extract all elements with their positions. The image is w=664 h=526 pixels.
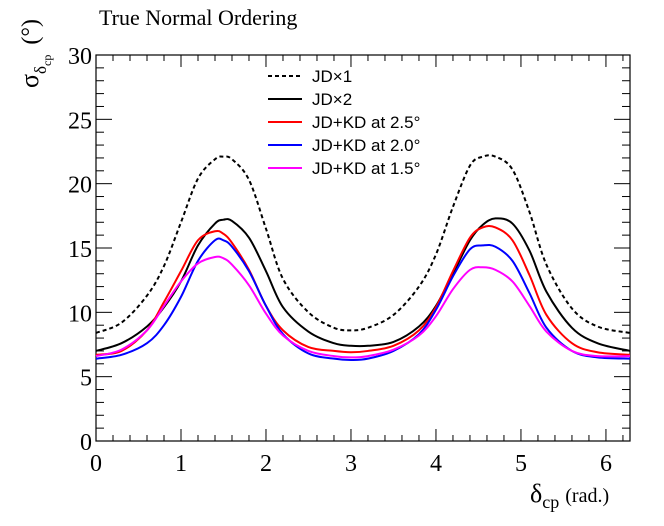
legend-label-1: JD×2	[312, 90, 352, 109]
x-axis-label-unit: (rad.)	[565, 485, 609, 507]
series-line-4	[95, 255, 631, 359]
y-tick-label: 10	[68, 301, 92, 327]
y-tick-label: 25	[68, 108, 92, 134]
x-tick-label: 5	[515, 451, 527, 477]
x-tick-label: 4	[430, 451, 442, 477]
chart-title: True Normal Ordering	[99, 5, 297, 30]
x-axis-label: δcp (rad.)	[530, 479, 609, 512]
x-tick-label: 2	[260, 451, 272, 477]
series-line-3	[95, 237, 631, 361]
x-axis-label-sub: cp	[542, 492, 559, 512]
x-tick-label: 1	[175, 451, 187, 477]
series-line-0	[95, 154, 631, 334]
y-tick-label: 5	[80, 366, 92, 392]
series-line-1	[95, 217, 631, 352]
y-axis-label-unit: (°)	[18, 19, 44, 45]
y-tick-label: 15	[68, 237, 92, 263]
svg-text:σδcp(°): σδcp (°)	[15, 19, 54, 88]
y-axis-label-sub2: cp	[40, 55, 54, 66]
y-tick-label: 30	[68, 44, 92, 70]
axes: 0 1 2 3 4 5 6 0 5 10 15 20 25 30	[68, 44, 630, 477]
legend-label-0: JD×1	[312, 67, 352, 86]
x-tick-label: 3	[345, 451, 357, 477]
x-tick-label: 6	[600, 451, 612, 477]
y-tick-label: 20	[68, 173, 92, 199]
y-axis-label: σδcp (°)	[15, 19, 54, 88]
legend-label-2: JD+KD at 2.5°	[312, 113, 420, 132]
legend: JD×1 JD×2 JD+KD at 2.5° JD+KD at 2.0° JD+KD …	[268, 67, 420, 178]
x-axis-label-main: δ	[530, 479, 542, 508]
legend-label-4: JD+KD at 1.5°	[312, 159, 420, 178]
y-axis-label-sub1: δ	[31, 66, 50, 74]
series-lines	[95, 154, 631, 361]
y-axis-label-main: σ	[15, 74, 44, 88]
y-tick-label: 0	[80, 430, 92, 456]
x-tick-label: 0	[90, 451, 102, 477]
legend-label-3: JD+KD at 2.0°	[312, 136, 420, 155]
series-line-2	[95, 224, 631, 356]
